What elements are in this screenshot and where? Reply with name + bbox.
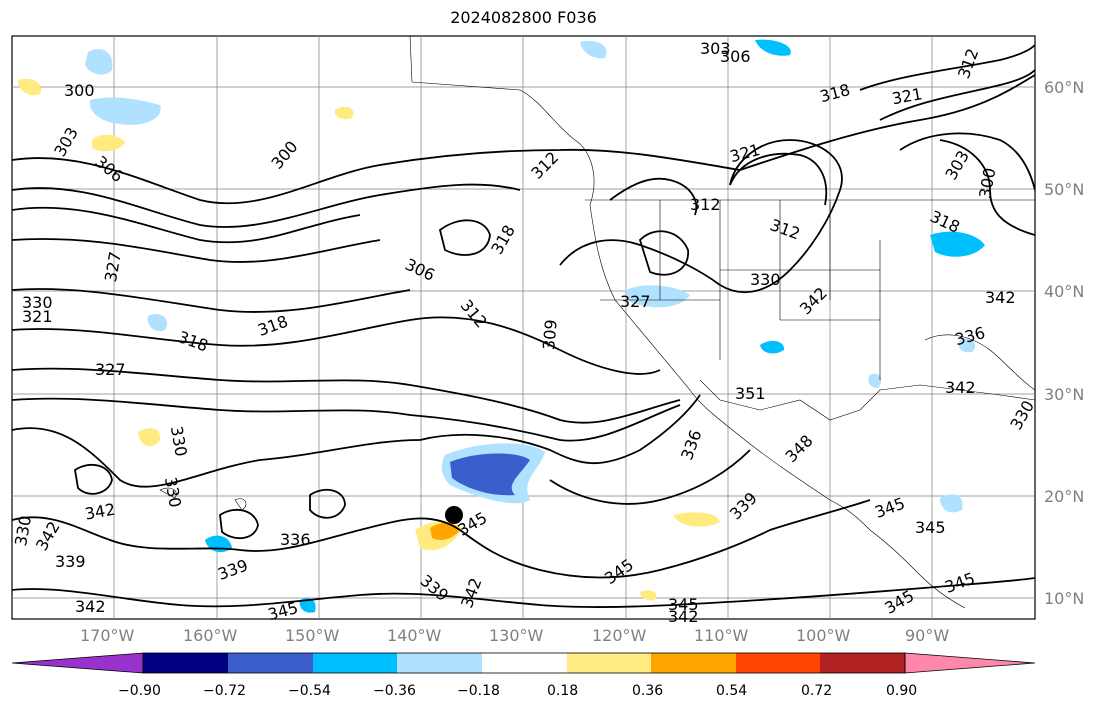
shaded-anomalies: [18, 39, 985, 613]
colorbar-tick-label: 0.90: [886, 683, 918, 699]
colorbar-tick-label: 0.54: [716, 683, 748, 699]
colorbar-segment: [228, 653, 313, 673]
colorbar-segment: [820, 653, 905, 673]
colorbar-segment: [651, 653, 736, 673]
colorbar-extend-low: [11, 652, 144, 674]
lon-label: 120°W: [592, 626, 647, 645]
colorbar-segment: [313, 653, 397, 673]
lat-label: 60°N: [1044, 78, 1085, 97]
lat-label: 20°N: [1044, 487, 1085, 506]
colorbar-extend-high: [904, 652, 1036, 674]
lat-label: 50°N: [1044, 180, 1085, 199]
graticule: [12, 36, 1035, 619]
contour-label: 327: [95, 360, 126, 379]
lat-label: 10°N: [1044, 589, 1085, 608]
coastlines: [159, 36, 1035, 609]
colorbar-tick-label: −0.90: [118, 683, 161, 699]
contour-label: 303: [700, 39, 731, 58]
contour-label: 309: [539, 319, 561, 351]
colorbar-segment: [567, 653, 651, 673]
colorbar-segment: [397, 653, 482, 673]
colorbar-tick-label: −0.18: [457, 683, 500, 699]
contour-label: 342: [668, 607, 699, 626]
storm-marker: [445, 506, 463, 524]
lat-label: 30°N: [1044, 385, 1085, 404]
colorbar-outline: [142, 652, 906, 674]
contour-label: 351: [735, 384, 766, 403]
lon-label: 100°W: [796, 626, 851, 645]
contour-label: 339: [55, 552, 86, 571]
contour-label: 312: [690, 195, 721, 214]
contour-label: 345: [668, 595, 699, 614]
contour-label: 342: [945, 378, 976, 397]
lat-label: 40°N: [1044, 282, 1085, 301]
colorbar-tick-label: −0.72: [203, 683, 246, 699]
contour-label: 342: [985, 288, 1016, 307]
contour-label: 300: [64, 81, 95, 100]
lon-label: 150°W: [285, 626, 340, 645]
colorbar-segment: [482, 653, 567, 673]
lon-label: 130°W: [489, 626, 544, 645]
contour-label: 306: [720, 47, 751, 66]
colorbar: [11, 652, 1036, 674]
colorbar-tick-label: −0.36: [373, 683, 416, 699]
lon-label: 110°W: [694, 626, 749, 645]
colorbar-tick-label: 0.36: [632, 683, 664, 699]
contour-label: 327: [620, 292, 651, 311]
colorbar-segment: [143, 653, 228, 673]
lon-label: 160°W: [183, 626, 238, 645]
map-title: 2024082800 F036: [450, 8, 597, 27]
colorbar-tick-label: 0.72: [801, 683, 833, 699]
colorbar-segment: [736, 653, 820, 673]
contour-label: 345: [915, 518, 946, 537]
contour-label: 321: [22, 307, 53, 326]
contour-label: 330: [750, 270, 781, 289]
colorbar-tick-label: −0.54: [288, 683, 331, 699]
colorbar-tick-label: 0.18: [547, 683, 579, 699]
lon-label: 140°W: [387, 626, 442, 645]
contour-label: 330: [22, 293, 53, 312]
contour-label: 336: [280, 530, 311, 549]
contour-label: 342: [75, 597, 106, 616]
lon-label: 90°W: [905, 626, 950, 645]
theta-contours: [12, 44, 1035, 608]
map-frame: [11, 35, 1036, 620]
lon-label: 170°W: [80, 626, 135, 645]
